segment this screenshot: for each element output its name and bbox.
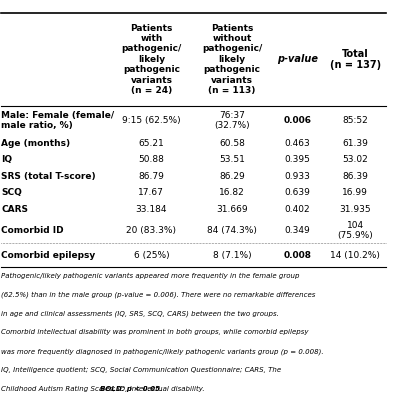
Text: 65.21: 65.21 (138, 139, 164, 148)
Text: 0.349: 0.349 (285, 226, 310, 235)
Text: Total
(n = 137): Total (n = 137) (330, 49, 381, 70)
Text: 50.88: 50.88 (138, 155, 164, 164)
Text: BOLD: p < 0.05.: BOLD: p < 0.05. (100, 386, 162, 392)
Text: Comorbid ID: Comorbid ID (1, 226, 64, 235)
Text: Patients
without
pathogenic/
likely
pathogenic
variants
(n = 113): Patients without pathogenic/ likely path… (202, 24, 262, 95)
Text: SRS (total T-score): SRS (total T-score) (1, 172, 96, 181)
Text: 31.669: 31.669 (216, 205, 248, 214)
Text: Childhood Autism Rating Scales; ID, Intellectual disability. BOLD: p < 0.05.: Childhood Autism Rating Scales; ID, Inte… (1, 386, 264, 392)
Text: 86.29: 86.29 (219, 172, 245, 181)
Text: 0.008: 0.008 (284, 251, 312, 259)
Text: 61.39: 61.39 (342, 139, 368, 148)
Text: 85:52: 85:52 (342, 116, 368, 125)
Text: in age and clinical assessments (IQ, SRS, SCQ, CARS) between the two groups.: in age and clinical assessments (IQ, SRS… (1, 310, 279, 317)
Text: 104
(75.9%): 104 (75.9%) (337, 221, 373, 240)
Text: 17.67: 17.67 (138, 188, 164, 197)
Text: was more frequently diagnosed in pathogenic/likely pathogenic variants group (p : was more frequently diagnosed in pathoge… (1, 348, 324, 355)
Text: 76:37
(32.7%): 76:37 (32.7%) (214, 110, 250, 130)
Text: p-value: p-value (277, 54, 318, 65)
Text: 20 (83.3%): 20 (83.3%) (126, 226, 176, 235)
Text: 53.02: 53.02 (342, 155, 368, 164)
Text: Pathogenic/likely pathogenic variants appeared more frequently in the female gro: Pathogenic/likely pathogenic variants ap… (1, 273, 300, 279)
Text: (62.5%) than in the male group (p-value = 0.006). There were no remarkable diffe: (62.5%) than in the male group (p-value … (1, 291, 316, 298)
Text: 0.933: 0.933 (284, 172, 310, 181)
Text: 33.184: 33.184 (136, 205, 167, 214)
Text: 6 (25%): 6 (25%) (134, 251, 169, 259)
Text: 53.51: 53.51 (219, 155, 245, 164)
Text: 86.79: 86.79 (138, 172, 164, 181)
Text: 60.58: 60.58 (219, 139, 245, 148)
Text: 0.639: 0.639 (284, 188, 310, 197)
Text: Childhood Autism Rating Scales; ID, Intellectual disability.: Childhood Autism Rating Scales; ID, Inte… (1, 386, 207, 392)
Text: Comorbid epilepsy: Comorbid epilepsy (1, 251, 96, 259)
Text: 0.006: 0.006 (284, 116, 312, 125)
Text: 0.463: 0.463 (285, 139, 310, 148)
Text: Age (months): Age (months) (1, 139, 70, 148)
Text: 31.935: 31.935 (340, 205, 371, 214)
Text: 0.395: 0.395 (284, 155, 310, 164)
Text: 84 (74.3%): 84 (74.3%) (207, 226, 257, 235)
Text: 16.82: 16.82 (219, 188, 245, 197)
Text: IQ: IQ (1, 155, 12, 164)
Text: Patients
with
pathogenic/
likely
pathogenic
variants
(n = 24): Patients with pathogenic/ likely pathoge… (121, 24, 182, 95)
Text: SCQ: SCQ (1, 188, 22, 197)
Text: IQ, Intelligence quotient; SCQ, Social Communication Questionnaire; CARS, The: IQ, Intelligence quotient; SCQ, Social C… (1, 367, 282, 373)
Text: Comorbid intellectual disability was prominent in both groups, while comorbid ep: Comorbid intellectual disability was pro… (1, 329, 309, 335)
Text: 86.39: 86.39 (342, 172, 368, 181)
Text: 0.402: 0.402 (285, 205, 310, 214)
Text: CARS: CARS (1, 205, 28, 214)
Text: 9:15 (62.5%): 9:15 (62.5%) (122, 116, 181, 125)
Text: 16.99: 16.99 (342, 188, 368, 197)
Text: 14 (10.2%): 14 (10.2%) (330, 251, 380, 259)
Text: Male: Female (female/
male ratio, %): Male: Female (female/ male ratio, %) (1, 110, 114, 130)
Text: 8 (7.1%): 8 (7.1%) (213, 251, 252, 259)
